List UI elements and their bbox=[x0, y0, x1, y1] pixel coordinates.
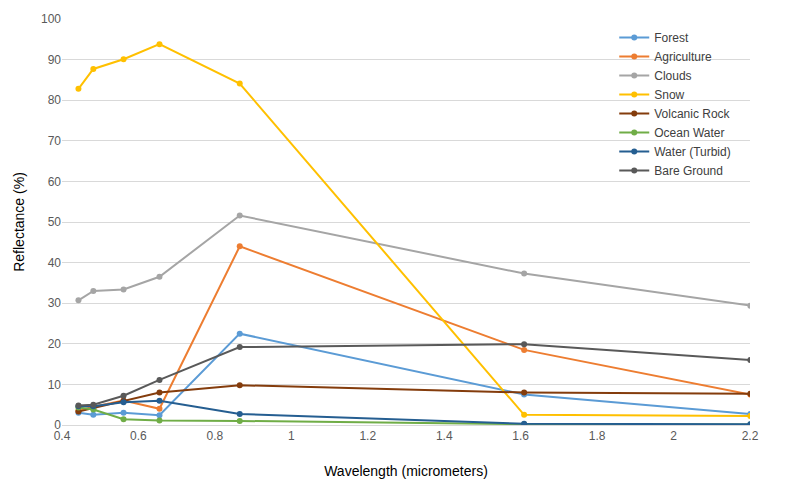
svg-text:Wavelength (micrometers): Wavelength (micrometers) bbox=[324, 463, 488, 479]
svg-text:1: 1 bbox=[288, 429, 295, 443]
svg-text:Water (Turbid): Water (Turbid) bbox=[654, 145, 730, 159]
svg-text:1.2: 1.2 bbox=[359, 429, 376, 443]
svg-text:0.6: 0.6 bbox=[130, 429, 147, 443]
svg-text:70: 70 bbox=[48, 134, 62, 148]
svg-text:2: 2 bbox=[670, 429, 677, 443]
svg-text:Agriculture: Agriculture bbox=[654, 50, 712, 64]
svg-text:Clouds: Clouds bbox=[654, 69, 691, 83]
svg-text:60: 60 bbox=[48, 175, 62, 189]
svg-text:Reflectance (%): Reflectance (%) bbox=[11, 172, 27, 272]
svg-text:0.8: 0.8 bbox=[207, 429, 224, 443]
svg-text:10: 10 bbox=[48, 378, 62, 392]
svg-text:80: 80 bbox=[48, 93, 62, 107]
svg-text:2.2: 2.2 bbox=[742, 429, 759, 443]
svg-text:Ocean Water: Ocean Water bbox=[654, 126, 724, 140]
svg-text:100: 100 bbox=[41, 12, 61, 26]
svg-text:1.4: 1.4 bbox=[436, 429, 453, 443]
svg-text:Snow: Snow bbox=[654, 88, 684, 102]
svg-text:1.6: 1.6 bbox=[512, 429, 529, 443]
svg-text:1.8: 1.8 bbox=[589, 429, 606, 443]
svg-text:Volcanic Rock: Volcanic Rock bbox=[654, 107, 730, 121]
svg-text:20: 20 bbox=[48, 337, 62, 351]
svg-text:40: 40 bbox=[48, 256, 62, 270]
svg-text:0.4: 0.4 bbox=[54, 429, 71, 443]
svg-text:30: 30 bbox=[48, 296, 62, 310]
svg-text:0: 0 bbox=[54, 418, 61, 432]
svg-text:50: 50 bbox=[48, 215, 62, 229]
svg-text:Forest: Forest bbox=[654, 31, 689, 45]
svg-text:Bare Ground: Bare Ground bbox=[654, 164, 723, 178]
svg-text:90: 90 bbox=[48, 53, 62, 67]
